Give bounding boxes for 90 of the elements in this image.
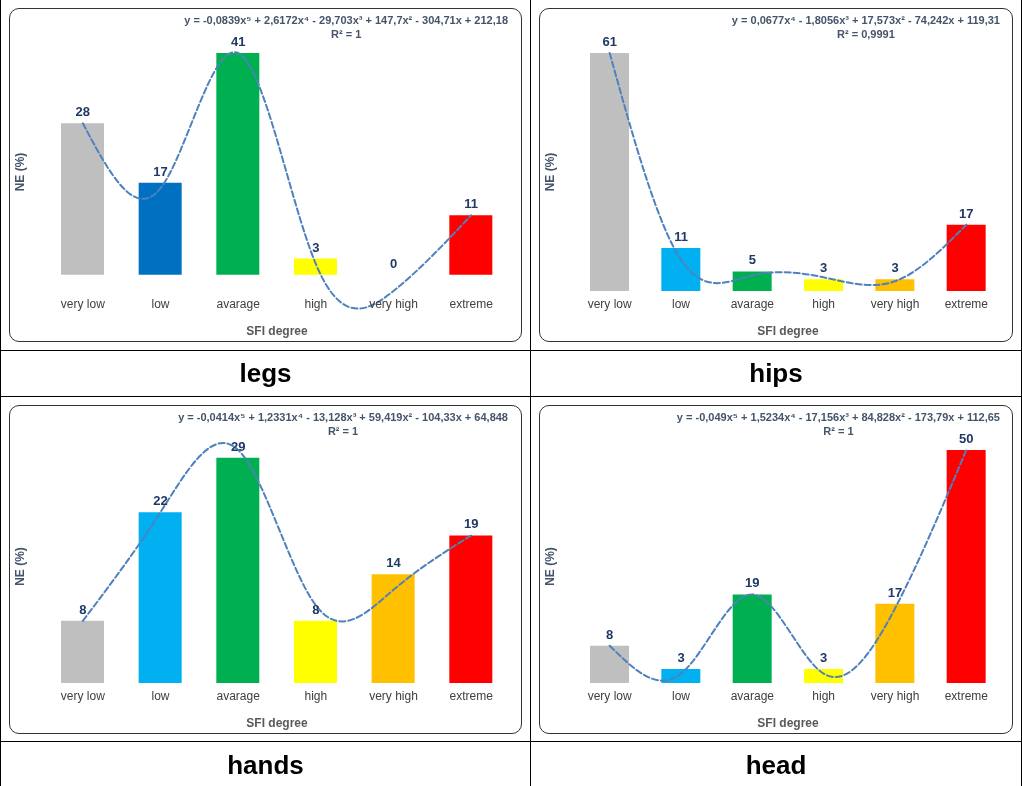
bar: [138, 512, 182, 683]
text: y = 0,0677x⁴ - 1,8056x³ + 17,573x² - 74,242x + 119,31: [731, 13, 1000, 27]
data-label: 17: [959, 205, 974, 221]
bar: [449, 535, 493, 683]
data-label: 19: [745, 575, 760, 591]
data-label: 5: [748, 252, 756, 268]
text: legs: [1, 350, 530, 396]
data-label: 28: [75, 104, 91, 120]
text: y = -0,0839x⁵ + 2,6172x⁴ - 29,703x³ + 147,7x² - 304,71x + 212,18: [184, 13, 508, 27]
x-tick-label: high: [304, 688, 328, 703]
x-tick-label: very low: [587, 688, 632, 703]
bar: [804, 279, 843, 291]
text: y = -0,049x⁵ + 1,5234x⁴ - 17,156x³ + 84,828x² - 173,79x + 112,65: [676, 410, 1000, 424]
x-tick-label: very high: [870, 296, 920, 311]
text: R² = 0,9991: [836, 27, 896, 41]
bar: [294, 620, 337, 683]
data-label: 8: [606, 626, 614, 642]
data-label: 19: [463, 516, 479, 532]
x-tick-label: extreme: [944, 688, 989, 703]
bar: [61, 123, 104, 275]
bar: [294, 258, 337, 275]
text: y = -0,0414x⁵ + 1,2331x⁴ - 13,128x³ + 59,419x² - 104,33x + 64,848: [178, 410, 508, 424]
x-tick-label: high: [812, 296, 836, 311]
bar: [590, 53, 629, 291]
bar: [875, 279, 915, 291]
data-label: 17: [153, 163, 168, 179]
data-label: 3: [312, 239, 320, 255]
text: hips: [531, 350, 1021, 396]
bar: [216, 457, 260, 683]
x-tick-label: high: [812, 688, 836, 703]
x-tick-label: very high: [870, 688, 920, 703]
x-tick-label: avarage: [216, 688, 261, 703]
data-label: 11: [674, 229, 688, 245]
text: R² = 1: [326, 424, 360, 438]
x-axis-title: SFI degree: [757, 716, 819, 730]
bar: [661, 669, 701, 683]
data-label: 22: [153, 493, 168, 509]
x-tick-label: low: [151, 296, 170, 311]
bar: [946, 450, 986, 683]
x-tick-label: very high: [369, 688, 418, 703]
x-tick-label: avarage: [730, 688, 775, 703]
x-axis-title: SFI degree: [246, 716, 308, 730]
data-label: 3: [891, 260, 899, 276]
y-axis-title: NE (%): [543, 152, 558, 192]
y-axis-title: NE (%): [13, 547, 28, 586]
data-label: 3: [820, 650, 828, 666]
x-tick-label: low: [671, 688, 691, 703]
data-label: 61: [602, 34, 617, 49]
data-label: 14: [386, 555, 402, 571]
x-tick-label: low: [671, 296, 691, 311]
bar: [138, 182, 182, 275]
data-label: 29: [230, 438, 246, 454]
data-label: 11: [464, 196, 479, 212]
x-tick-label: very low: [60, 688, 106, 703]
data-label: 8: [79, 601, 87, 617]
bar: [216, 53, 260, 275]
text: head: [531, 741, 1021, 786]
bar: [449, 215, 493, 275]
x-tick-label: avarage: [730, 296, 775, 311]
data-label: 50: [959, 431, 974, 446]
x-tick-label: low: [151, 688, 170, 703]
y-axis-title: NE (%): [13, 152, 28, 192]
bar: [946, 224, 986, 291]
data-label: 8: [312, 601, 320, 617]
text: R² = 1: [823, 425, 854, 437]
bar: [590, 645, 629, 683]
bar: [875, 603, 915, 683]
x-tick-label: extreme: [944, 296, 989, 311]
data-label: 17: [887, 584, 903, 600]
x-axis-title: SFI degree: [246, 324, 308, 338]
bar: [661, 248, 701, 291]
x-tick-label: avarage: [216, 296, 261, 311]
x-axis-title: SFI degree: [757, 324, 819, 338]
data-label: 41: [230, 34, 246, 49]
data-label: 3: [820, 260, 828, 276]
text: hands: [1, 741, 530, 786]
x-tick-label: extreme: [449, 688, 494, 703]
y-axis-title: NE (%): [543, 547, 558, 586]
x-tick-label: high: [304, 296, 328, 311]
text: R² = 1: [330, 28, 362, 40]
bar: [732, 594, 772, 683]
x-tick-label: very low: [60, 296, 106, 311]
data-label: 0: [389, 255, 398, 271]
data-label: 3: [677, 650, 685, 666]
bar: [804, 669, 843, 683]
x-tick-label: extreme: [449, 296, 494, 311]
bar: [371, 574, 415, 683]
x-tick-label: very low: [587, 296, 632, 311]
bar: [732, 271, 772, 291]
bar: [61, 620, 104, 683]
